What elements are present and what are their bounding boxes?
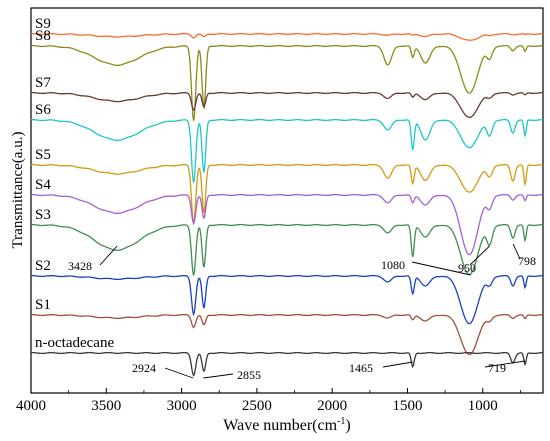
series-label: S1	[35, 297, 51, 313]
y-axis-title: Transmittance(a.u.)	[10, 132, 26, 249]
series-label: S8	[35, 28, 51, 44]
spectrum-line	[30, 193, 543, 256]
peak-annotation-label: 950	[458, 261, 476, 275]
annotation-arrow	[484, 360, 526, 368]
annotation-arrow	[382, 361, 413, 368]
series-label: S3	[35, 207, 51, 223]
x-axis-title: Wave number(cm-1)	[223, 416, 350, 434]
peak-annotation-label: 2924	[132, 361, 156, 375]
spectrum-line	[30, 274, 543, 325]
annotation-arrow	[512, 243, 521, 260]
x-tick-label: 2500	[242, 398, 272, 414]
plot-frame	[30, 7, 544, 394]
annotation-arrow	[411, 261, 471, 276]
x-tick-label: 2000	[317, 398, 347, 414]
spectrum-line	[30, 313, 543, 356]
spectrum-line	[30, 91, 543, 119]
series-label: S4	[35, 177, 51, 193]
peak-annotation-label: 798	[518, 254, 536, 268]
peak-annotation-label: 1080	[381, 258, 405, 272]
peak-annotation-label: 3428	[68, 259, 92, 273]
spectrum-line	[30, 223, 543, 276]
peak-annotation-label: 2855	[237, 368, 261, 382]
spectrum-line	[30, 32, 543, 41]
series-label: S2	[35, 258, 51, 274]
series-layer	[30, 32, 543, 377]
x-tick-label: 4000	[16, 398, 46, 414]
peak-annotation-label: 1465	[349, 361, 373, 375]
series-label: S6	[35, 102, 51, 118]
annotation-arrow	[469, 245, 490, 266]
spectrum-line	[30, 44, 543, 121]
series-label: n-octadecane	[35, 335, 114, 351]
annotation-arrow	[203, 373, 234, 379]
spectrum-line	[30, 351, 543, 377]
series-label: S5	[35, 147, 51, 163]
peak-annotation-label: 719	[488, 361, 506, 375]
annotation-arrow	[99, 245, 118, 266]
spectrum-line	[30, 163, 543, 223]
x-tick-layer: 4000 3500 3000 2500 2000 1500 1000	[16, 388, 521, 414]
x-tick-label: 1000	[468, 398, 498, 414]
x-tick-label: 3500	[91, 398, 121, 414]
x-tick-label: 1500	[392, 398, 422, 414]
annotation-arrow	[164, 367, 194, 379]
x-tick-label: 3000	[167, 398, 197, 414]
series-label: S7	[35, 75, 51, 91]
annotation-layer: 3428 2924 2855 1465 719 1080 950 798	[68, 243, 536, 382]
spectrum-line	[30, 118, 543, 183]
series-label: S9	[35, 16, 51, 32]
